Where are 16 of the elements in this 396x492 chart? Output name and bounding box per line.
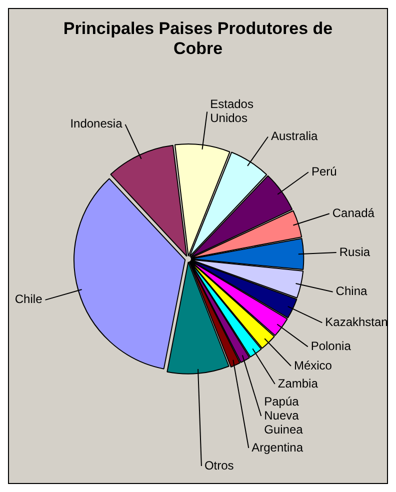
slice-label: Chile [14,292,43,306]
slice-label: Rusia [339,244,370,259]
slice-label: Canadá [332,206,375,220]
slice-label: Polonia [310,339,352,354]
slice-label: Estados Unidos [210,97,254,126]
chart-title: Principales Paises Produtores de Cobre [62,18,334,59]
slice-label: Australia [271,129,318,144]
slice-label: Indonesia [70,116,123,131]
slice-label: Papúa Nueva Guinea [264,394,304,436]
slice-label: Perú [311,164,337,178]
slice-label: Argentina [252,440,304,454]
slice-label: Zambia [278,376,318,390]
slice-label: China [336,284,368,298]
slice-label: Kazakhstan [325,315,388,330]
slice-label: México [294,358,332,372]
slice-label: Otros [204,458,234,472]
